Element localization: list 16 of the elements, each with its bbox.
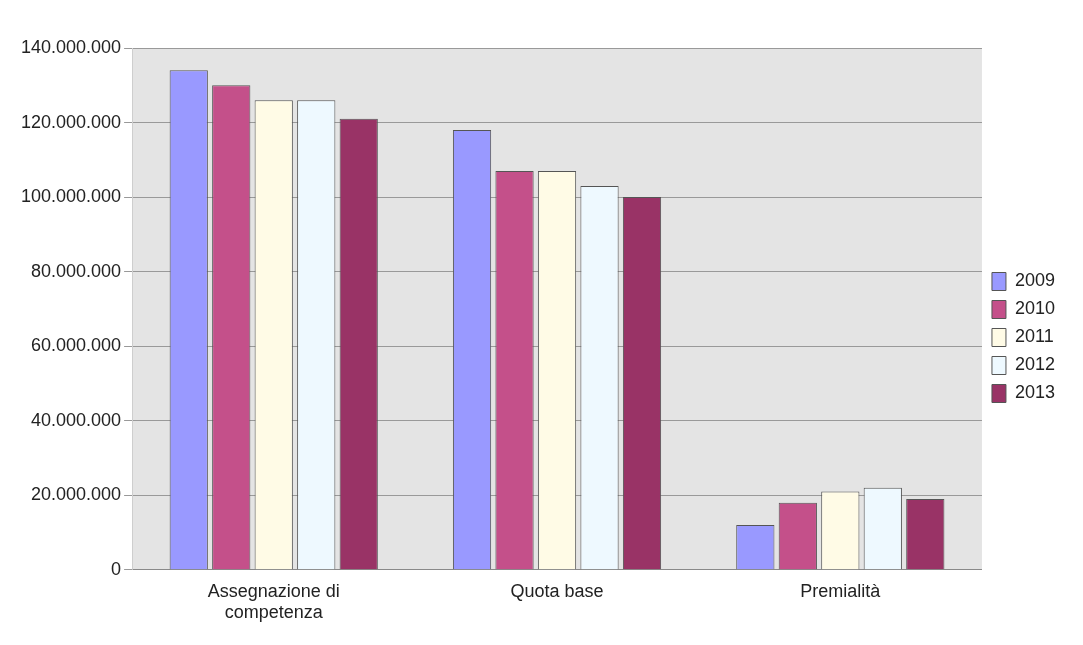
legend-label: 2011: [1014, 326, 1054, 347]
x-tick-label: Quota base: [510, 580, 604, 601]
y-tick-label: 80.000.000: [31, 260, 122, 281]
x-tick-label: Assegnazione di competenza: [207, 580, 340, 623]
legend-label: 2010: [1014, 298, 1055, 319]
y-tick-label: 60.000.000: [31, 335, 122, 356]
y-tick-label: 140.000.000: [20, 36, 122, 57]
y-tick-label: 0: [111, 558, 122, 579]
legend-label: 2013: [1014, 382, 1055, 403]
y-tick-label: 120.000.000: [20, 111, 122, 132]
y-tick-label: 100.000.000: [20, 186, 122, 207]
x-tick-label: Premialità: [800, 580, 882, 601]
y-tick-label: 20.000.000: [31, 484, 122, 505]
legend-label: 2009: [1014, 270, 1055, 291]
y-tick-label: 40.000.000: [31, 409, 122, 430]
legend-label: 2012: [1014, 354, 1055, 375]
